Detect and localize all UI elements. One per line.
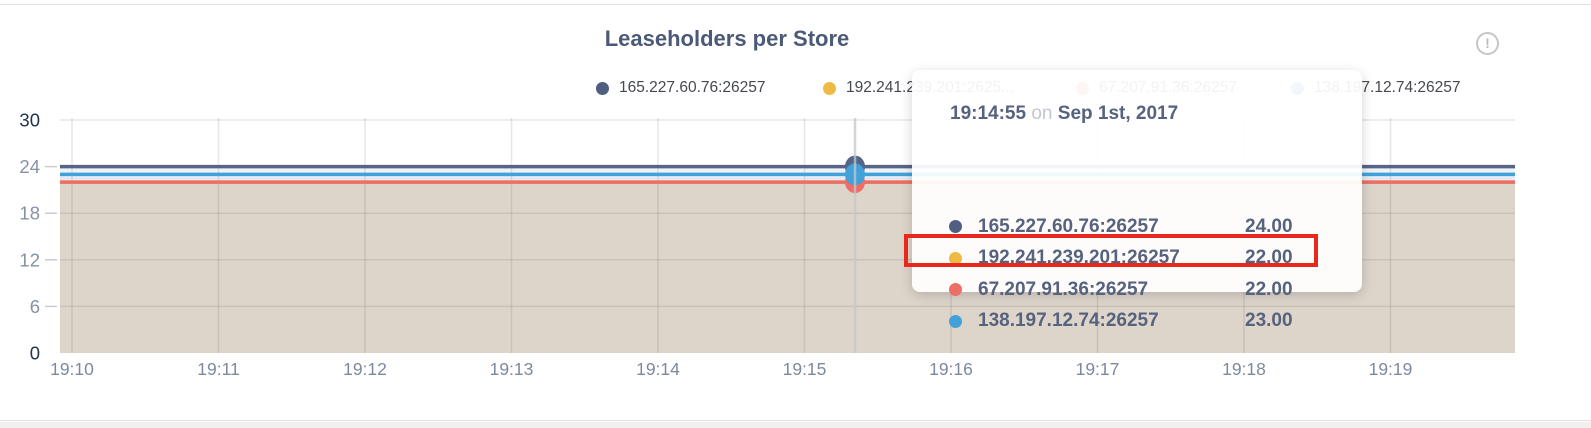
svg-text:30: 30 bbox=[19, 110, 40, 131]
legend-dot-icon bbox=[823, 81, 836, 95]
svg-text:19:15: 19:15 bbox=[783, 359, 827, 379]
y-axis-labels: 0 6 12 18 24 30 bbox=[19, 110, 40, 364]
tooltip-series-label: 165.227.60.76:26257 bbox=[978, 215, 1159, 237]
svg-text:19:10: 19:10 bbox=[50, 359, 94, 379]
tooltip-series-value: 22.00 bbox=[1245, 247, 1293, 268]
series-dot-icon bbox=[949, 314, 962, 328]
series-dot-icon bbox=[949, 220, 962, 233]
svg-text:24: 24 bbox=[19, 156, 40, 177]
tooltip-row-highlighted: 138.197.12.74:26257 23.00 bbox=[912, 306, 1362, 337]
tooltip-row: 67.207.91.36:26257 22.00 bbox=[912, 274, 1362, 305]
svg-text:19:17: 19:17 bbox=[1076, 359, 1120, 379]
tooltip-time: 19:14:55 bbox=[950, 103, 1027, 124]
svg-text:6: 6 bbox=[30, 296, 40, 317]
tooltip-series-label: 192.241.239.201:26257 bbox=[978, 247, 1180, 268]
svg-text:19:18: 19:18 bbox=[1222, 359, 1266, 379]
tooltip-series-label: 67.207.91.36:26257 bbox=[978, 278, 1149, 300]
tooltip-timestamp: 19:14:55 on Sep 1st, 2017 bbox=[950, 103, 1178, 125]
svg-text:12: 12 bbox=[19, 249, 40, 270]
hover-marker bbox=[845, 118, 865, 353]
tooltip-row: 192.241.239.201:26257 22.00 bbox=[912, 243, 1362, 274]
tooltip-series-value: 23.00 bbox=[1245, 310, 1293, 331]
tooltip-series-label: 138.197.12.74:26257 bbox=[978, 310, 1159, 331]
series-dot-icon bbox=[949, 251, 962, 265]
svg-text:0: 0 bbox=[30, 343, 40, 364]
tooltip-series-value: 22.00 bbox=[1245, 278, 1293, 300]
tooltip-date: Sep 1st, 2017 bbox=[1057, 103, 1179, 124]
chart-tooltip: 19:14:55 on Sep 1st, 2017 165.227.60.76:… bbox=[912, 70, 1362, 331]
chart-title: Leaseholders per Store bbox=[604, 26, 850, 51]
svg-text:18: 18 bbox=[19, 203, 40, 224]
legend-dot-icon bbox=[596, 81, 609, 95]
tooltip-on-word: on bbox=[1031, 103, 1053, 124]
legend-label: 165.227.60.76:26257 bbox=[619, 79, 766, 96]
tooltip-series-value: 24.00 bbox=[1245, 215, 1293, 237]
info-icon[interactable]: ! bbox=[1476, 32, 1499, 55]
tooltip-row: 165.227.60.76:26257 24.00 bbox=[912, 211, 1362, 242]
page-background-strip bbox=[0, 422, 1591, 428]
svg-text:19:13: 19:13 bbox=[490, 359, 534, 379]
svg-text:19:11: 19:11 bbox=[197, 359, 240, 379]
x-axis-labels: 19:10 19:11 19:12 19:13 19:14 19:15 19:16 19:17… bbox=[50, 359, 1412, 379]
legend-item[interactable]: 165.227.60.76:26257 bbox=[596, 79, 766, 96]
svg-text:19:14: 19:14 bbox=[636, 359, 680, 379]
series-dot-icon bbox=[949, 283, 962, 296]
svg-text:19:19: 19:19 bbox=[1369, 359, 1413, 379]
svg-text:19:12: 19:12 bbox=[343, 359, 387, 379]
svg-text:19:16: 19:16 bbox=[929, 359, 973, 379]
